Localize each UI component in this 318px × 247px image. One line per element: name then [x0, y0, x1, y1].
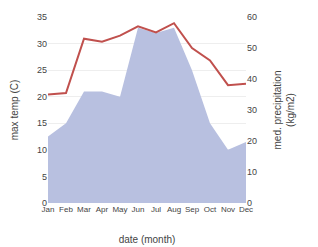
svg-text:Jan: Jan	[42, 205, 55, 214]
svg-text:0: 0	[42, 198, 47, 208]
svg-text:0: 0	[247, 198, 252, 208]
svg-text:15: 15	[37, 118, 47, 128]
svg-text:35: 35	[37, 12, 47, 22]
svg-text:10: 10	[37, 145, 47, 155]
svg-text:Feb: Feb	[59, 205, 73, 214]
svg-text:60: 60	[247, 12, 257, 22]
svg-text:30: 30	[247, 105, 257, 115]
svg-text:30: 30	[37, 39, 47, 49]
svg-text:Dec: Dec	[239, 205, 253, 214]
svg-text:Aug: Aug	[167, 205, 181, 214]
svg-text:Sep: Sep	[185, 205, 200, 214]
svg-text:May: May	[112, 205, 127, 214]
svg-text:Jul: Jul	[151, 205, 161, 214]
svg-text:med. precipitation(kg/m2): med. precipitation(kg/m2)	[272, 71, 296, 150]
svg-text:10: 10	[247, 167, 257, 177]
svg-text:50: 50	[247, 43, 257, 53]
svg-text:25: 25	[37, 65, 47, 75]
svg-text:Oct: Oct	[204, 205, 217, 214]
svg-text:Apr: Apr	[96, 205, 109, 214]
svg-text:20: 20	[247, 136, 257, 146]
svg-text:date (month): date (month)	[119, 234, 176, 245]
svg-text:20: 20	[37, 92, 47, 102]
svg-text:Jun: Jun	[132, 205, 145, 214]
svg-text:5: 5	[42, 172, 47, 182]
svg-text:max temp (C): max temp (C)	[9, 80, 20, 141]
svg-text:40: 40	[247, 74, 257, 84]
svg-text:Nov: Nov	[221, 205, 235, 214]
svg-text:Mar: Mar	[77, 205, 91, 214]
